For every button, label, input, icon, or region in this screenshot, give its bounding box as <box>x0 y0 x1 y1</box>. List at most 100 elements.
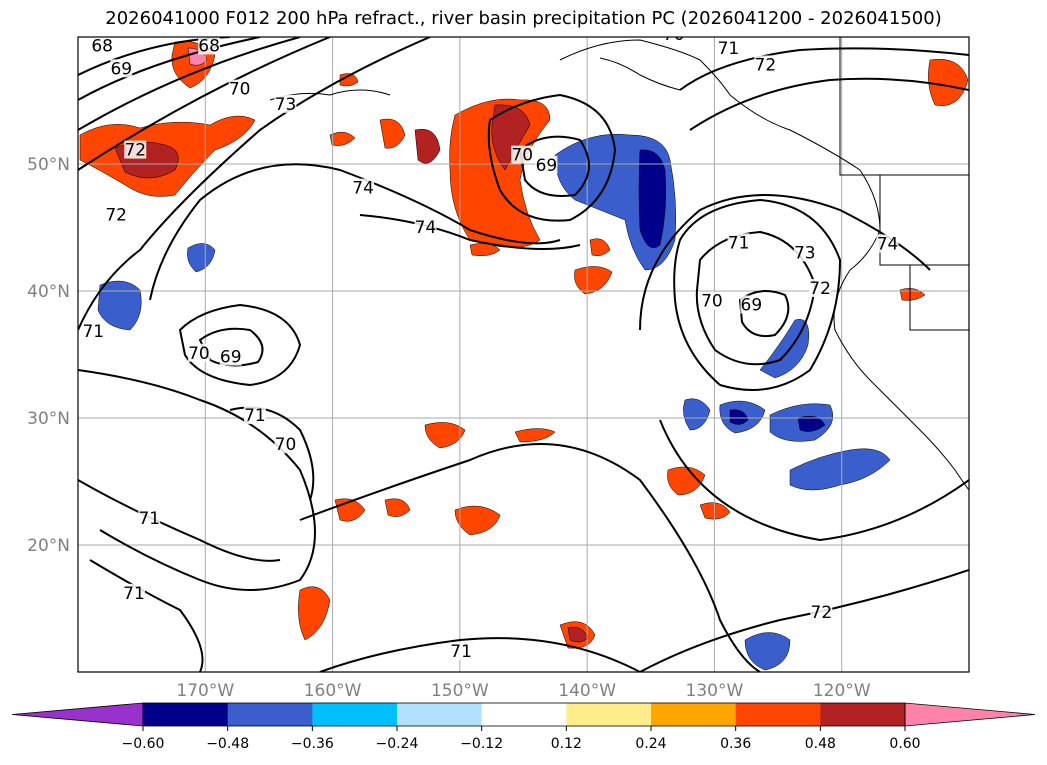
contour-label: 71 <box>244 406 266 426</box>
colorbar-extend-high <box>904 702 1036 727</box>
contour-label: 73 <box>794 243 816 263</box>
contour-label: 69 <box>110 59 132 79</box>
colorbar-segment <box>651 703 737 726</box>
contour-label: 70 <box>663 25 685 45</box>
contour-label-bg <box>198 37 221 55</box>
contour-label: 69 <box>741 296 763 316</box>
contour-label-bg <box>450 642 473 661</box>
colorbar-tick-label: 0.48 <box>805 736 836 752</box>
refractivity-contours <box>78 37 969 672</box>
colorbar-segment <box>820 703 906 726</box>
contour-label-bg <box>700 291 723 310</box>
map-title: 2026041000 F012 200 hPa refract., river … <box>105 8 942 29</box>
colorbar-segment <box>481 703 567 726</box>
contour-label-bg <box>754 55 777 74</box>
contour-label: 74 <box>415 218 437 238</box>
map-frame <box>77 36 970 673</box>
contour-label: 70 <box>701 292 723 312</box>
contour-label-bg <box>793 243 816 262</box>
contour-label: 70 <box>511 146 533 166</box>
latitude-label: 20°N <box>27 536 70 556</box>
contour-label: 71 <box>138 509 160 529</box>
contour-label-bg <box>228 79 251 98</box>
contour-label: 70 <box>229 80 251 100</box>
contour-label-bg <box>274 94 297 113</box>
contour-label: 72 <box>124 141 146 161</box>
latitude-label: 30°N <box>27 409 70 429</box>
latitude-label: 50°N <box>27 155 70 175</box>
contour-label-bg <box>138 508 161 527</box>
contour-label: 68 <box>91 36 113 56</box>
contour-label-bg <box>809 279 832 297</box>
contour-label: 72 <box>755 55 777 75</box>
contour-label: 74 <box>352 179 374 199</box>
contour-label-bg <box>243 406 266 424</box>
colorbar-tick-label: −0.48 <box>206 736 249 752</box>
longitude-label: 170°W <box>176 681 234 701</box>
contour-label-bg <box>414 218 437 237</box>
latitude-label: 40°N <box>27 282 70 302</box>
colorbar-segment <box>566 703 652 726</box>
colorbar-segment <box>143 703 229 726</box>
contour-label-bg <box>124 140 147 159</box>
contour-label-bg <box>274 435 297 454</box>
contour-label-bg <box>662 37 685 43</box>
colorbar-segment <box>735 703 821 726</box>
contour-label-bg <box>219 347 242 366</box>
colorbar-tick-label: −0.12 <box>460 736 503 752</box>
longitude-label: 160°W <box>304 681 362 701</box>
contour-label-bg <box>511 145 534 164</box>
colorbar-tick-label: 0.36 <box>720 736 751 752</box>
precipitation-anomaly-shading <box>79 41 969 671</box>
colorbar-frame <box>142 702 906 727</box>
contour-label-bg <box>91 37 114 55</box>
latitude-labels: 50°N 40°N 30°N 20°N <box>27 155 70 556</box>
longitude-label: 120°W <box>813 681 871 701</box>
contour-label-bg <box>810 602 833 621</box>
colorbar-segment <box>397 703 483 726</box>
contour-label-bg <box>717 38 740 57</box>
colorbar-tick-label: −0.60 <box>122 736 165 752</box>
contour-label: 72 <box>811 603 833 623</box>
contour-label: 71 <box>82 322 104 342</box>
contour-label-bg <box>105 205 128 224</box>
contour-label-bg <box>535 155 558 174</box>
coastlines <box>269 37 969 491</box>
colorbar-segment <box>227 703 313 726</box>
contour-label: 71 <box>718 39 740 59</box>
contour-label: 71 <box>123 584 145 604</box>
colorbar-tick-label: −0.24 <box>376 736 419 752</box>
contour-label: 71 <box>450 642 472 662</box>
colorbar-segment <box>312 703 398 726</box>
contour-label: 68 <box>198 36 220 56</box>
colorbar-extend-low <box>11 702 144 727</box>
contour-label: 74 <box>877 235 899 255</box>
longitude-label: 130°W <box>686 681 744 701</box>
contour-label: 72 <box>809 279 831 299</box>
contour-label: 70 <box>188 344 210 364</box>
contour-label: 70 <box>275 435 297 455</box>
colorbar-tick-label: 0.60 <box>889 736 920 752</box>
contour-label: 69 <box>536 156 558 176</box>
contour-label-bg <box>82 322 105 341</box>
contour-label: 72 <box>105 205 127 225</box>
contour-label-bg <box>727 233 750 252</box>
contour-label-bg <box>740 295 763 314</box>
contour-label-bg <box>110 59 133 78</box>
colorbar-tick-label: 0.24 <box>635 736 666 752</box>
contour-label: 69 <box>220 348 242 368</box>
longitude-labels: 170°W 160°W 150°W 140°W 130°W 120°W <box>176 681 870 701</box>
contour-label-bg <box>352 178 375 197</box>
longitude-label: 150°W <box>431 681 489 701</box>
contour-label: 73 <box>275 95 297 115</box>
contour-label-bg <box>187 343 210 362</box>
contour-label-bg <box>123 583 146 602</box>
contour-label-bg <box>876 234 899 253</box>
colorbar-tick-label: 0.12 <box>551 736 582 752</box>
longitude-label: 140°W <box>558 681 616 701</box>
contour-label: 71 <box>728 233 750 253</box>
colorbar: −0.60 −0.48 −0.36 −0.24 −0.12 0.12 0.24 0.36 0.4… <box>11 702 1036 752</box>
colorbar-tick-label: −0.36 <box>291 736 334 752</box>
